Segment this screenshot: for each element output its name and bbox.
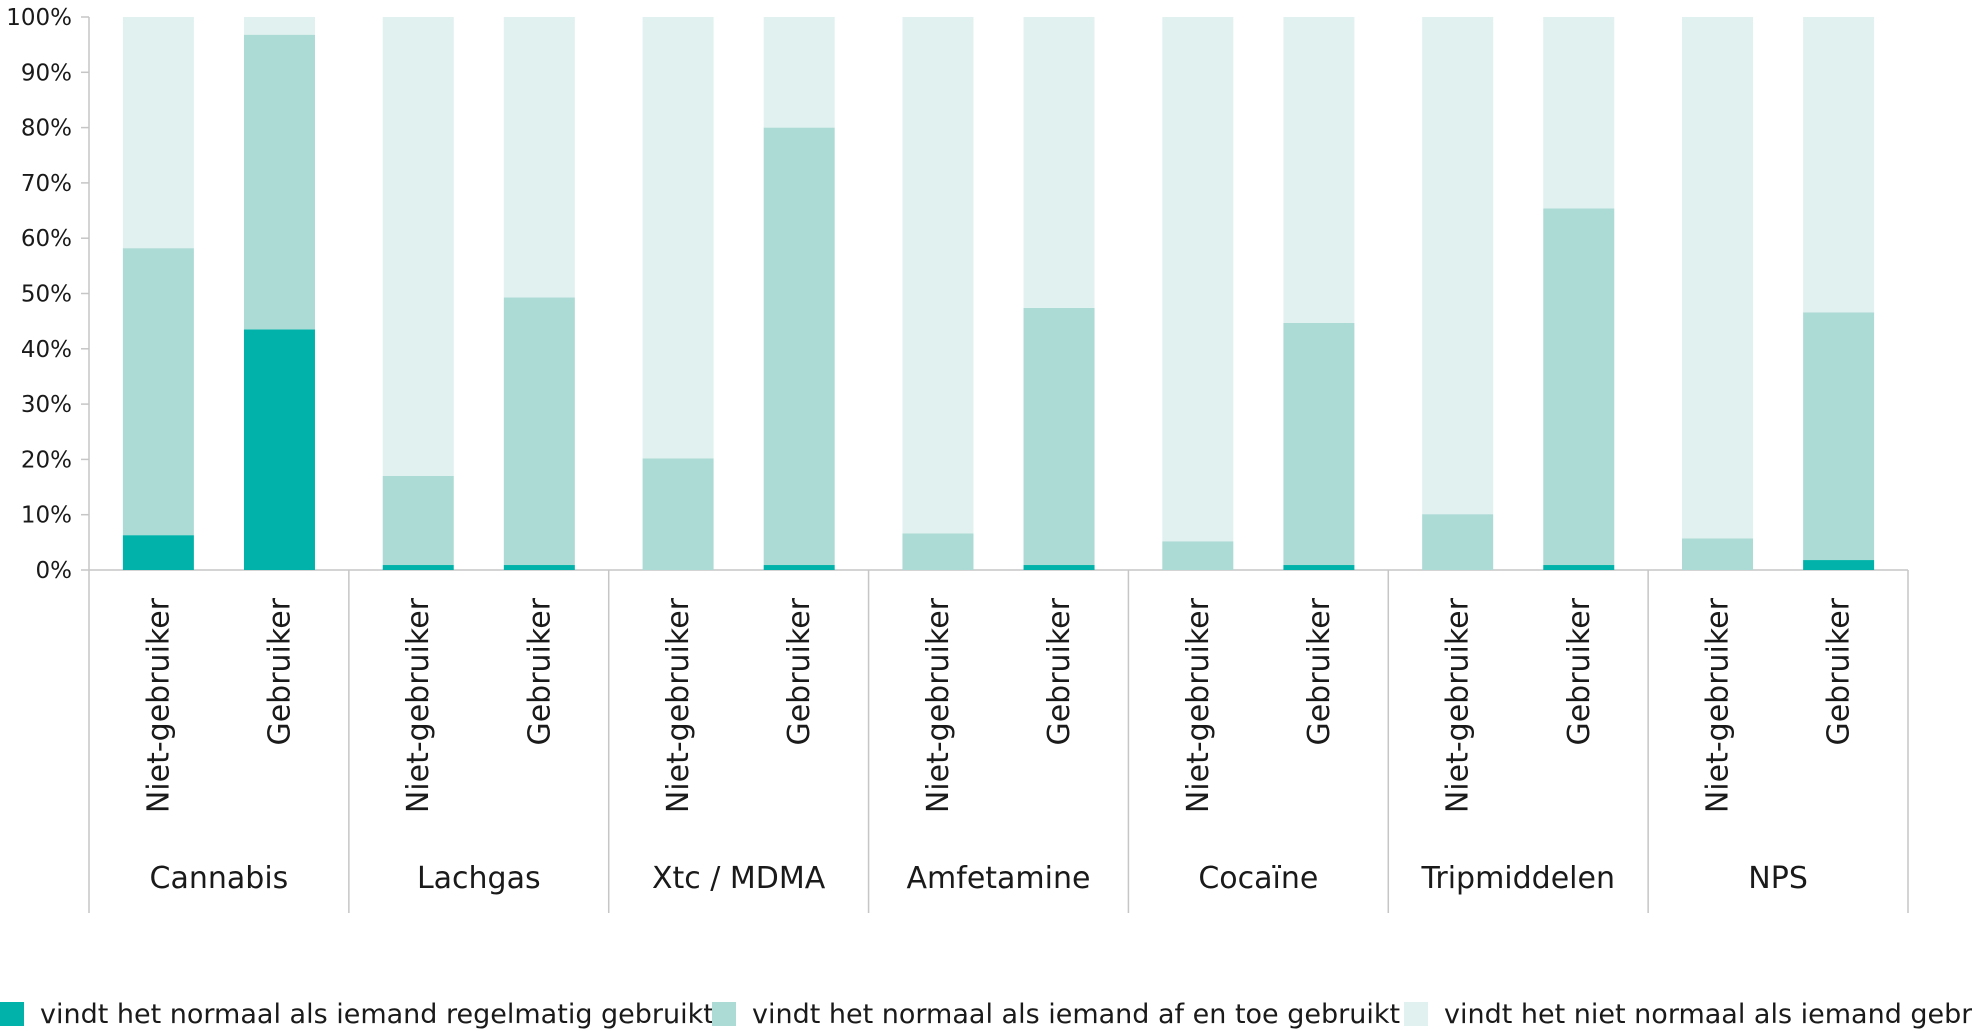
bar-segment-3 [503, 17, 575, 298]
legend-label: vindt het niet normaal als iemand gebrui… [1444, 999, 1972, 1030]
bar-segment-1 [503, 565, 575, 570]
x-tick-label: Gebruiker [1562, 597, 1597, 745]
x-tick-label: Niet-gebruiker [1441, 597, 1476, 813]
group-label: Xtc / MDMA [652, 861, 826, 896]
bar-segment-2 [1422, 514, 1494, 570]
group-label: Cocaïne [1198, 861, 1318, 896]
x-tick-label: Niet-gebruiker [661, 597, 696, 813]
bar-segment-2 [503, 297, 575, 566]
bar-segment-1 [122, 535, 194, 570]
y-tick-label: 0% [36, 558, 73, 584]
bar-segment-3 [1023, 17, 1095, 308]
bar-segment-2 [122, 248, 194, 536]
bar-segment-2 [1803, 312, 1875, 561]
x-tick-label: Niet-gebruiker [141, 597, 176, 813]
x-tick-label: Niet-gebruiker [401, 597, 436, 813]
group-label: Cannabis [150, 861, 289, 896]
bar-segment-3 [902, 17, 974, 534]
y-tick-label: 40% [21, 337, 72, 363]
bar-segment-3 [243, 17, 315, 35]
bar-segment-2 [1543, 208, 1615, 566]
bar-segment-1 [763, 565, 835, 570]
bar-segment-3 [763, 17, 835, 128]
bar-segment-3 [1283, 17, 1355, 323]
bar-segment-3 [122, 17, 194, 249]
bar-segment-3 [642, 17, 714, 459]
bar-segment-3 [1682, 17, 1754, 539]
bar-segment-2 [1283, 322, 1355, 566]
y-tick-label: 20% [21, 447, 72, 473]
bar-segment-3 [382, 17, 454, 476]
bar-segment-3 [1422, 17, 1494, 515]
y-tick-label: 60% [21, 226, 72, 252]
x-tick-label: Gebruiker [782, 597, 817, 745]
bar-segment-2 [902, 533, 974, 570]
bar-segment-2 [1682, 538, 1754, 570]
x-tick-label: Gebruiker [262, 597, 297, 745]
x-tick-label: Niet-gebruiker [1181, 597, 1216, 813]
bar-segment-2 [1023, 307, 1095, 566]
bar-segment-3 [1803, 17, 1875, 313]
group-label: Amfetamine [907, 861, 1091, 896]
y-tick-label: 30% [21, 392, 72, 418]
bar-segment-2 [382, 475, 454, 566]
legend-label: vindt het normaal als iemand regelmatig … [40, 999, 714, 1030]
bar-segment-1 [1543, 565, 1615, 570]
legend-swatch [712, 1002, 736, 1026]
x-tick-label: Niet-gebruiker [1701, 597, 1736, 813]
y-tick-label: 100% [6, 5, 72, 31]
legend-label: vindt het normaal als iemand af en toe g… [752, 999, 1400, 1030]
bar-segment-1 [382, 565, 454, 570]
bar-segment-2 [642, 458, 714, 570]
group-label: NPS [1748, 861, 1808, 896]
legend-swatch [1404, 1002, 1428, 1026]
bar-segment-1 [1283, 565, 1355, 570]
x-tick-label: Gebruiker [1042, 597, 1077, 745]
x-tick-label: Niet-gebruiker [921, 597, 956, 813]
bar-segment-2 [763, 127, 835, 566]
y-tick-label: 10% [21, 503, 72, 529]
x-tick-label: Gebruiker [1302, 597, 1337, 745]
legend-swatch [0, 1002, 24, 1026]
x-tick-label: Gebruiker [522, 597, 557, 745]
x-tick-label: Gebruiker [1822, 597, 1857, 745]
group-label: Lachgas [417, 861, 541, 896]
bar-segment-2 [243, 34, 315, 330]
bar-segment-1 [1023, 565, 1095, 570]
y-tick-label: 80% [21, 116, 72, 142]
bar-segment-3 [1162, 17, 1234, 542]
group-label: Tripmiddelen [1420, 861, 1615, 896]
y-tick-label: 90% [21, 60, 72, 86]
y-tick-label: 50% [21, 282, 72, 308]
y-tick-label: 70% [21, 171, 72, 197]
bar-segment-1 [1803, 560, 1875, 570]
bar-segment-3 [1543, 17, 1615, 209]
bar-segment-1 [243, 329, 315, 570]
bar-segment-2 [1162, 541, 1234, 570]
